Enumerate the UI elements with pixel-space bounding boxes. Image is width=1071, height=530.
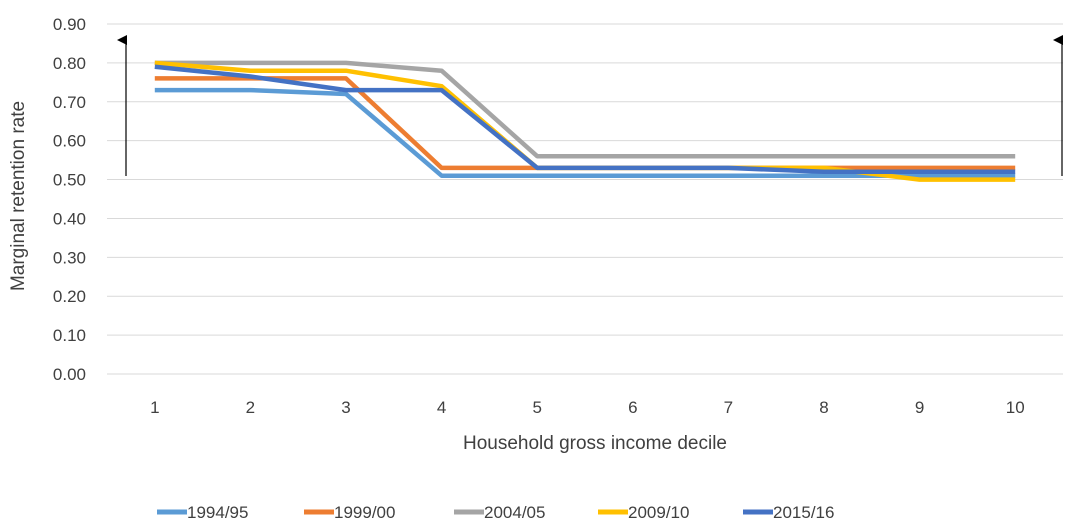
series-line-2004-05 (154, 60, 1016, 159)
x-tick-label: 4 (437, 398, 446, 417)
y-tick-label: 0.90 (53, 15, 86, 34)
series-line-1994-95 (154, 87, 1016, 178)
x-tick-label: 1 (150, 398, 159, 417)
annotation-arrows (117, 35, 1063, 176)
x-tick-label: 5 (532, 398, 541, 417)
y-tick-label: 0.60 (53, 132, 86, 151)
gridlines (107, 23, 1063, 375)
legend-label: 2015/16 (773, 503, 834, 522)
x-tick-label: 8 (819, 398, 828, 417)
y-tick-label: 0.80 (53, 54, 86, 73)
y-tick-label: 0.70 (53, 93, 86, 112)
x-tick-label: 9 (915, 398, 924, 417)
x-tick-label: 6 (628, 398, 637, 417)
y-tick-label: 0.00 (53, 365, 86, 384)
x-tick-label: 7 (724, 398, 733, 417)
legend-label: 2004/05 (484, 503, 545, 522)
legend-label: 2009/10 (628, 503, 689, 522)
x-tick-label: 3 (341, 398, 350, 417)
series-line-2015-16 (154, 64, 1016, 175)
x-axis-title: Household gross income decile (463, 433, 727, 454)
y-tick-label: 0.30 (53, 248, 86, 267)
x-tick-label: 10 (1006, 398, 1025, 417)
legend-label: 1994/95 (187, 503, 248, 522)
y-tick-label: 0.10 (53, 326, 86, 345)
legend: 1994/95 1999/00 2004/05 2009/10 2015/16 (157, 503, 834, 522)
x-axis-ticks: 1 2 3 4 5 6 7 8 9 10 (150, 398, 1025, 417)
y-axis-ticks: 0.00 0.10 0.20 0.30 0.40 0.50 0.60 0.70 0.80 0.90 (53, 15, 86, 384)
y-tick-label: 0.20 (53, 287, 86, 306)
series-lines (154, 60, 1016, 182)
y-tick-label: 0.40 (53, 209, 86, 228)
x-tick-label: 2 (246, 398, 255, 417)
y-tick-label: 0.50 (53, 171, 86, 190)
y-axis-title: Marginal retention rate (8, 101, 29, 291)
legend-label: 1999/00 (334, 503, 395, 522)
